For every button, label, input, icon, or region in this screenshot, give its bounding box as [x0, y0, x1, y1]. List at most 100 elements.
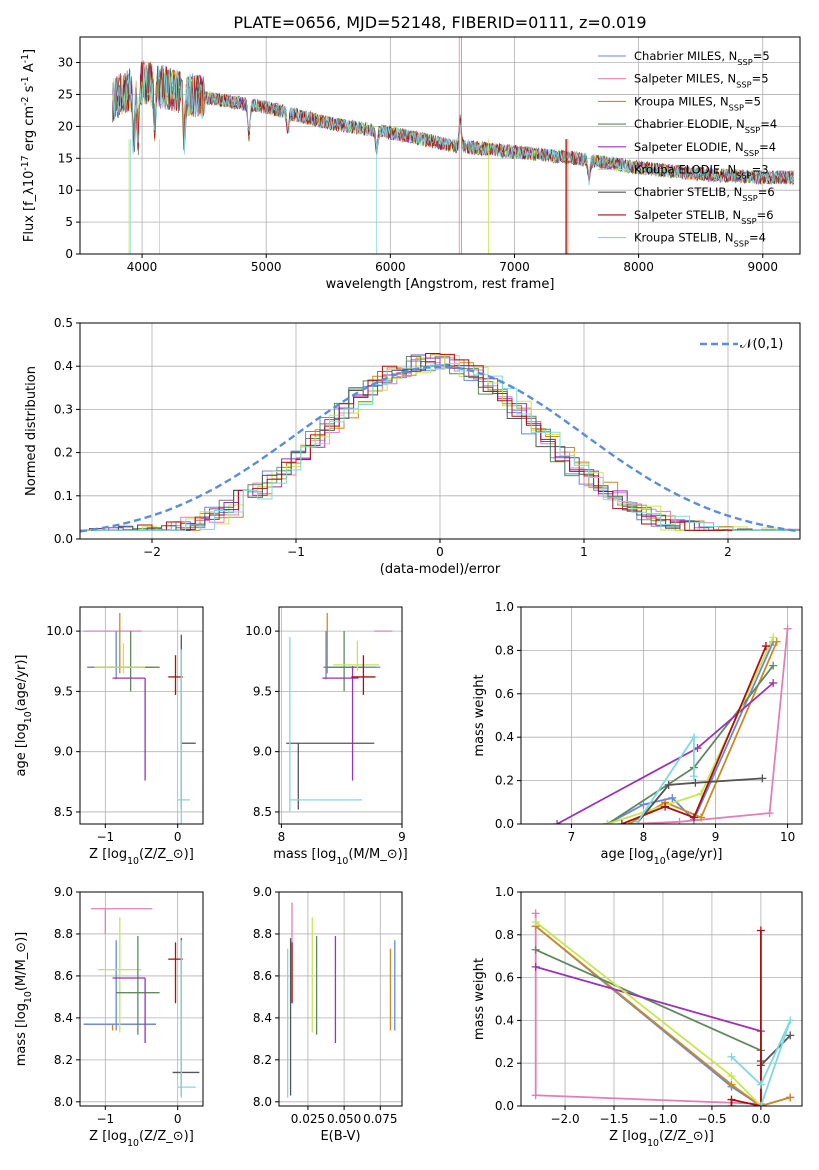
label-fragment: SSP [737, 57, 752, 67]
weight-marker [689, 813, 698, 822]
label-fragment: (age/yr)] [14, 655, 29, 712]
tick-label-x: 8 [278, 830, 286, 844]
tick-label-x: −0.5 [697, 1112, 726, 1126]
tick-label-y: 8.2 [54, 1053, 73, 1067]
weight-marker [531, 909, 540, 918]
panel-age-vs-Z: −1 08.59.09.510.0Z [log10(Z/Z_⊙)]age [log… [14, 606, 204, 867]
plot-area [553, 624, 792, 824]
panel-weight-vs-Z: −2.0 −1.5 −1.0 −0.5 0.0 0.0 0.2 0.4 0.6 0.8 1.0 Z [… [472, 885, 803, 1149]
tick-label-x: 0.0 [751, 1112, 770, 1126]
tick-label-x: 8 [640, 830, 648, 844]
panel-spectrum: 4000 5000 6000 7000 8000 9000 0 5 10 15 20 25 30 wave… [20, 36, 801, 292]
y-axis-label: Normed distribution [24, 366, 39, 496]
weight-marker [689, 733, 698, 742]
weight-marker [756, 1080, 765, 1089]
plot-area [287, 902, 396, 1098]
tick-label-y: 9.0 [54, 745, 73, 759]
label-fragment: ] [22, 49, 37, 54]
axes-frame [278, 891, 403, 1107]
weight-marker [668, 793, 677, 802]
tick-label-y: 0.6 [495, 971, 514, 985]
label-fragment: erg cm [22, 106, 37, 155]
label-fragment: 𝒩(0,1) [740, 337, 783, 352]
tick-label-y: 20 [58, 119, 73, 133]
tick-label-x: −2.0 [550, 1112, 579, 1126]
weight-marker [761, 642, 770, 651]
tick-label-y: 0.8 [495, 643, 514, 657]
tick-label-x: 8000 [623, 260, 654, 274]
axes-frame [79, 606, 204, 825]
label-fragment: Z [log [89, 847, 127, 862]
x-axis-label: age [log10(age/yr)] [601, 847, 723, 867]
tick-label-y: 8.4 [253, 1011, 272, 1025]
tick-label-y: 1.0 [495, 885, 514, 899]
weight-marker [769, 661, 778, 670]
tick-label-x: 2 [724, 545, 732, 559]
weight-line-8 [730, 1020, 792, 1106]
label-fragment: mass [log [14, 1003, 29, 1066]
panel-mass-vs-Z: −1 08.08.28.48.68.89.0Z [log10(Z/Z_⊙)]mas… [14, 885, 204, 1149]
tick-label-y: 0 [65, 247, 73, 261]
tick-label-x: 9 [712, 830, 720, 844]
weight-line-1 [629, 628, 789, 824]
label-fragment: SSP [734, 239, 749, 249]
axes-frame [278, 606, 403, 825]
tick-label-x: −1 [96, 830, 114, 844]
label-fragment: Salpeter STELIB, N [634, 208, 741, 222]
tick-label-y: 8.4 [54, 1011, 73, 1025]
weight-line-6 [635, 777, 763, 824]
x-axis-label: Z [log10(Z/Z_⊙)] [89, 1129, 194, 1149]
weight-marker [772, 637, 781, 646]
label-fragment: 10 [654, 856, 666, 867]
label-fragment: (Z/Z_⊙)] [139, 1129, 194, 1144]
legend-label-6: Chabrier STELIB, NSSP=6 [634, 185, 775, 203]
label-fragment: (Z/Z_⊙)] [139, 847, 194, 862]
spectrum-line-7 [112, 62, 795, 186]
tick-label-y: 8.5 [54, 805, 73, 819]
legend-normal-label: 𝒩(0,1) [740, 337, 783, 352]
weight-line-4 [535, 966, 762, 1106]
weight-line-5 [607, 637, 775, 824]
tick-label-y: 0.2 [54, 446, 73, 460]
weight-marker [661, 802, 670, 811]
x-axis-label: E(B-V) [320, 1129, 360, 1144]
label-fragment: (Z/Z_⊙)] [659, 1129, 714, 1144]
label-fragment: SSP [741, 216, 756, 226]
weight-marker [756, 1102, 765, 1106]
label-fragment: Salpeter ELODIE, N [634, 140, 744, 154]
tick-label-y: 10.0 [245, 624, 272, 638]
tick-label-x: −2 [143, 545, 161, 559]
legend-label-7: Salpeter STELIB, NSSP=6 [634, 208, 774, 226]
label-fragment: 10 [23, 991, 34, 1003]
tick-label-x: 7000 [499, 260, 530, 274]
spectrum-line-8 [112, 64, 795, 186]
tick-label-x: 9000 [747, 260, 778, 274]
label-fragment: =3 [752, 163, 769, 177]
tick-label-y: 0.1 [54, 489, 73, 503]
label-fragment: mass weight [472, 674, 487, 756]
label-fragment: -1 [20, 76, 31, 85]
legend-label-5: Kroupa ELODIE, NSSP=3 [634, 163, 769, 181]
label-fragment: E(B-V) [320, 1129, 360, 1144]
tick-label-x: 6000 [375, 260, 406, 274]
tick-label-x: 4000 [127, 260, 158, 274]
axes-frame [520, 891, 803, 1107]
label-fragment: mass [log [273, 847, 336, 862]
weight-marker [689, 772, 698, 781]
tick-label-y: 9.0 [253, 885, 272, 899]
weight-marker [756, 926, 765, 935]
label-fragment: -2 [20, 96, 31, 105]
legend-label-8: Kroupa STELIB, NSSP=4 [634, 231, 766, 249]
histogram-4 [80, 354, 800, 531]
label-fragment: SSP [736, 171, 751, 181]
weight-marker [758, 774, 767, 783]
tick-label-x: −1 [96, 1112, 114, 1126]
x-axis-label: Z [log10(Z/Z_⊙)] [609, 1129, 714, 1149]
tick-label-y: 0.4 [54, 359, 73, 373]
tick-label-y: 0.4 [495, 730, 514, 744]
weight-marker [664, 780, 673, 789]
label-fragment: SSP [736, 80, 751, 90]
tick-label-y: 0.5 [54, 316, 73, 330]
